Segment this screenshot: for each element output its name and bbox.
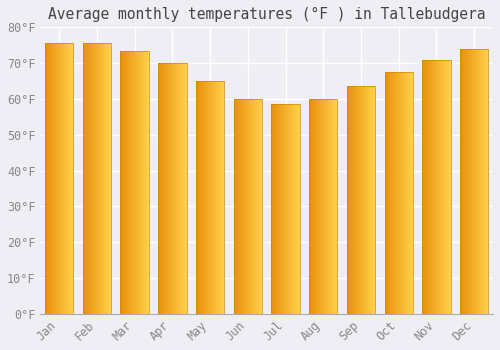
Bar xyxy=(196,81,224,314)
Bar xyxy=(460,49,488,314)
Bar xyxy=(83,43,111,314)
Bar xyxy=(309,99,338,314)
Bar xyxy=(45,43,74,314)
Bar xyxy=(384,72,413,314)
Bar xyxy=(234,99,262,314)
Bar xyxy=(272,104,299,314)
Bar xyxy=(158,63,186,314)
Title: Average monthly temperatures (°F ) in Tallebudgera: Average monthly temperatures (°F ) in Ta… xyxy=(48,7,486,22)
Bar xyxy=(422,60,450,314)
Bar xyxy=(120,51,149,314)
Bar xyxy=(347,86,375,314)
